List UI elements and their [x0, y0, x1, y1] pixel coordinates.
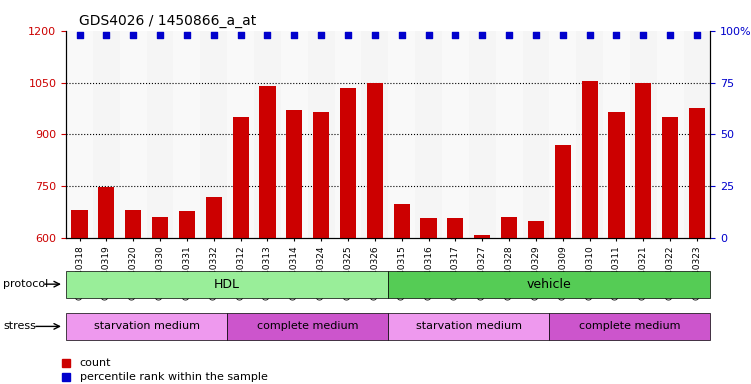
Text: HDL: HDL: [214, 278, 240, 291]
Point: [584, 32, 596, 38]
Bar: [448, 218, 463, 384]
Point: [369, 32, 381, 38]
Bar: [635, 83, 651, 384]
Text: complete medium: complete medium: [579, 321, 680, 331]
Bar: [662, 117, 678, 384]
Bar: [656, 31, 683, 238]
Bar: [179, 211, 195, 384]
Bar: [66, 31, 93, 238]
Point: [611, 32, 623, 38]
Bar: [421, 218, 436, 384]
Point: [638, 32, 650, 38]
Bar: [334, 31, 361, 238]
Text: protocol: protocol: [3, 279, 48, 289]
Point: [476, 32, 488, 38]
Bar: [286, 110, 303, 384]
Bar: [608, 112, 625, 384]
Bar: [259, 86, 276, 384]
Bar: [173, 31, 201, 238]
Point: [342, 32, 354, 38]
Bar: [201, 31, 228, 238]
Bar: [394, 204, 410, 384]
Point: [691, 32, 703, 38]
Bar: [442, 31, 469, 238]
Bar: [366, 83, 383, 384]
Bar: [576, 31, 603, 238]
Point: [208, 32, 220, 38]
Bar: [523, 31, 550, 238]
Bar: [125, 210, 141, 384]
Bar: [93, 31, 120, 238]
Text: complete medium: complete medium: [257, 321, 358, 331]
Point: [101, 32, 113, 38]
Point: [503, 32, 515, 38]
Bar: [689, 108, 705, 384]
Point: [127, 32, 139, 38]
Bar: [308, 31, 335, 238]
Bar: [550, 31, 576, 238]
Bar: [603, 31, 630, 238]
Point: [556, 32, 569, 38]
Bar: [146, 31, 173, 238]
Text: starvation medium: starvation medium: [94, 321, 200, 331]
Bar: [496, 31, 523, 238]
Point: [74, 32, 86, 38]
Bar: [630, 31, 656, 238]
Text: vehicle: vehicle: [527, 278, 572, 291]
Text: percentile rank within the sample: percentile rank within the sample: [80, 372, 267, 382]
Point: [315, 32, 327, 38]
Text: GDS4026 / 1450866_a_at: GDS4026 / 1450866_a_at: [79, 14, 256, 28]
Point: [288, 32, 300, 38]
Text: stress: stress: [3, 321, 36, 331]
Bar: [388, 31, 415, 238]
Bar: [361, 31, 388, 238]
Point: [261, 32, 273, 38]
Text: count: count: [80, 358, 111, 368]
Bar: [581, 81, 598, 384]
Bar: [528, 221, 544, 384]
Bar: [120, 31, 146, 238]
Bar: [233, 117, 249, 384]
Bar: [474, 235, 490, 384]
Bar: [415, 31, 442, 238]
Bar: [227, 31, 254, 238]
Bar: [340, 88, 356, 384]
Point: [396, 32, 408, 38]
Point: [664, 32, 676, 38]
Bar: [98, 187, 114, 384]
Bar: [555, 145, 571, 384]
Text: starvation medium: starvation medium: [416, 321, 522, 331]
Bar: [469, 31, 496, 238]
Point: [423, 32, 435, 38]
Bar: [206, 197, 222, 384]
Point: [181, 32, 193, 38]
Point: [530, 32, 542, 38]
Bar: [313, 112, 329, 384]
Point: [154, 32, 166, 38]
Bar: [501, 217, 517, 384]
Bar: [683, 31, 710, 238]
Point: [234, 32, 246, 38]
Bar: [281, 31, 308, 238]
Point: [449, 32, 461, 38]
Bar: [71, 210, 88, 384]
Bar: [254, 31, 281, 238]
Bar: [152, 217, 168, 384]
